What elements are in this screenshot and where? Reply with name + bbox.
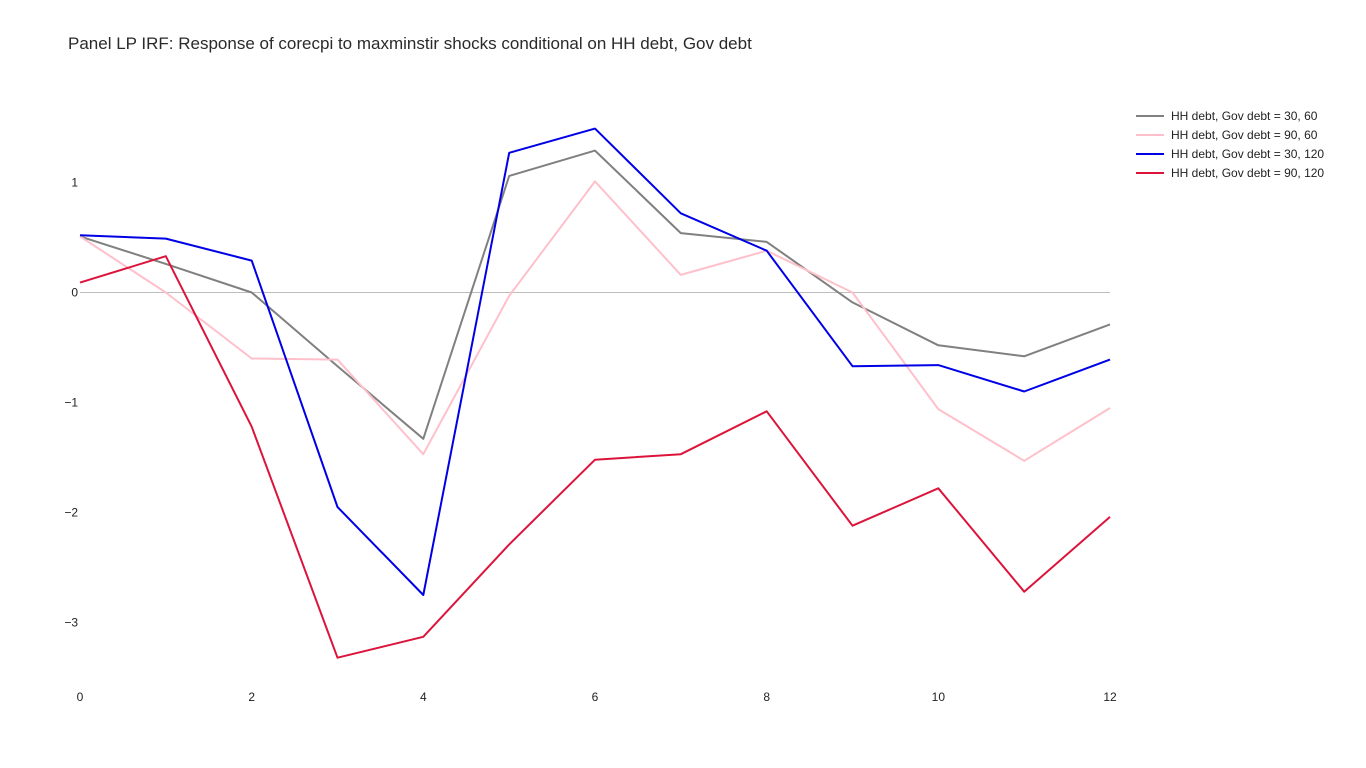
legend-item-4[interactable]: HH debt, Gov debt = 90, 120 xyxy=(1136,163,1324,182)
series-line-2[interactable] xyxy=(79,180,1111,462)
x-tick-label: 10 xyxy=(932,690,946,704)
series-line-1[interactable] xyxy=(79,149,1111,440)
chart-title: Panel LP IRF: Response of corecpi to max… xyxy=(68,34,752,53)
x-tick-label: 8 xyxy=(763,690,770,704)
legend-swatch xyxy=(1136,133,1164,136)
legend-item-2[interactable]: HH debt, Gov debt = 90, 60 xyxy=(1136,125,1324,144)
legend[interactable]: HH debt, Gov debt = 30, 60 HH debt, Gov d… xyxy=(1136,106,1324,182)
legend-label: HH debt, Gov debt = 30, 60 xyxy=(1171,108,1318,123)
x-tick-label: 0 xyxy=(77,690,84,704)
y-tick-label: 1 xyxy=(71,176,78,190)
series-lines xyxy=(79,127,1111,659)
legend-swatch xyxy=(1136,171,1164,174)
legend-label: HH debt, Gov debt = 90, 60 xyxy=(1171,127,1318,142)
legend-item-3[interactable]: HH debt, Gov debt = 30, 120 xyxy=(1136,144,1324,163)
x-axis-tick-labels: 0 2 4 6 8 10 12 xyxy=(77,690,1117,704)
y-tick-label: 0 xyxy=(71,286,78,300)
x-tick-label: 4 xyxy=(420,690,427,704)
y-tick-label: −2 xyxy=(64,506,78,520)
y-tick-label: −3 xyxy=(64,616,78,630)
y-axis-tick-labels: 1 0 −1 −2 −3 xyxy=(64,176,78,630)
x-tick-label: 2 xyxy=(248,690,255,704)
x-tick-label: 6 xyxy=(592,690,599,704)
legend-item-1[interactable]: HH debt, Gov debt = 30, 60 xyxy=(1136,106,1324,125)
series-line-3[interactable] xyxy=(79,127,1111,596)
x-tick-label: 12 xyxy=(1103,690,1117,704)
series-line-4[interactable] xyxy=(79,255,1111,659)
legend-label: HH debt, Gov debt = 30, 120 xyxy=(1171,146,1325,161)
legend-swatch xyxy=(1136,152,1164,155)
y-tick-label: −1 xyxy=(64,396,78,410)
legend-swatch xyxy=(1136,114,1164,117)
legend-label: HH debt, Gov debt = 90, 120 xyxy=(1171,165,1325,180)
